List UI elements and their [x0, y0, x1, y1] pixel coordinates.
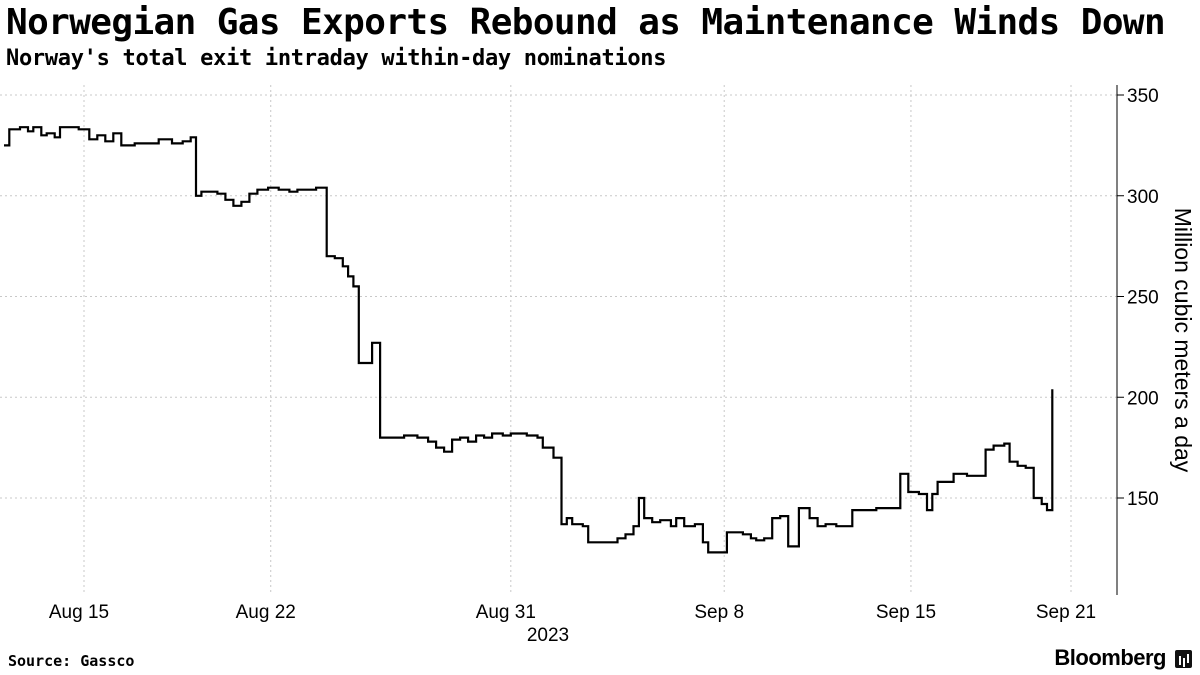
x-tick-label: Aug 15 — [49, 602, 109, 623]
x-tick-label: Sep 15 — [876, 602, 936, 623]
chart-title: Norwegian Gas Exports Rebound as Mainten… — [6, 2, 1166, 43]
bloomberg-chart-icon — [1175, 650, 1192, 668]
y-tick-label: 300 — [1127, 187, 1159, 208]
y-axis-title: Million cubic meters a day — [1170, 208, 1196, 473]
x-axis-year-label: 2023 — [527, 625, 569, 646]
x-tick-label: Sep 8 — [694, 602, 744, 623]
gridlines — [0, 85, 1117, 595]
y-tick-label: 350 — [1127, 86, 1159, 107]
axis-ticks: 150 200 250 300 350 Aug 15 Aug 22 Aug 31 Sep 8 Se… — [49, 86, 1159, 623]
series-line-norway-exit-nominations — [4, 126, 1054, 554]
y-tick-label: 150 — [1127, 489, 1159, 510]
x-tick-label: Aug 22 — [236, 602, 296, 623]
source-note: Source: Gassco — [8, 652, 135, 670]
x-tick-label: Aug 31 — [476, 602, 536, 623]
x-tick-label: Sep 21 — [1036, 602, 1096, 623]
y-tick-label: 200 — [1127, 388, 1159, 409]
y-tick-label: 250 — [1127, 288, 1159, 309]
chart-subtitle: Norway's total exit intraday within-day … — [6, 46, 667, 71]
bloomberg-logo: Bloomberg — [1054, 645, 1166, 670]
